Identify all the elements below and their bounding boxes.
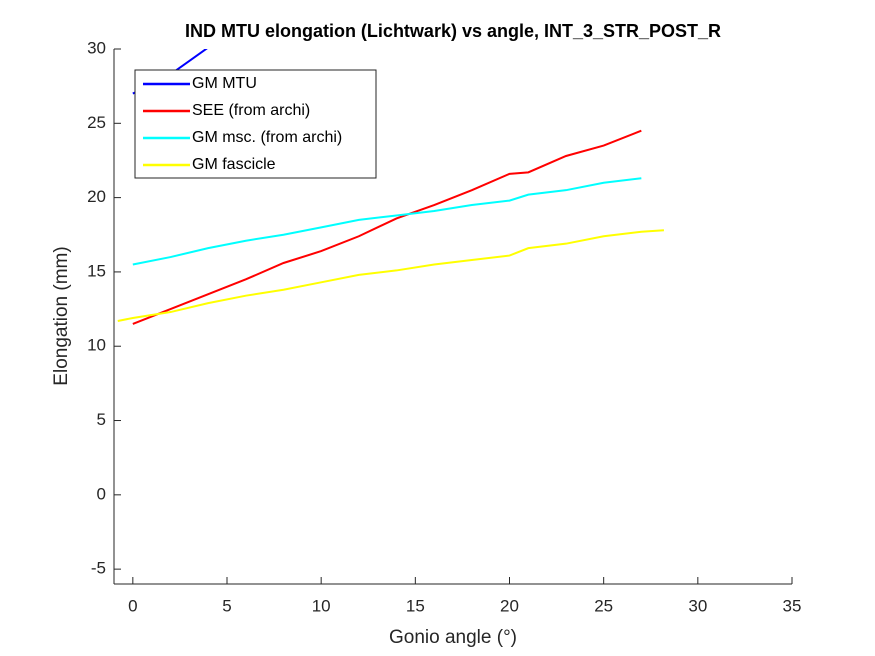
x-axis-label: Gonio angle (°) <box>389 627 517 648</box>
x-tick-label: 5 <box>222 596 231 615</box>
y-tick-label: 20 <box>87 187 106 206</box>
x-tick-label: 30 <box>688 596 707 615</box>
y-tick-label: 15 <box>87 261 106 280</box>
series-line <box>132 177 642 266</box>
series-line <box>132 129 642 325</box>
legend-label: GM fascicle <box>192 156 276 173</box>
x-tick-label: 0 <box>128 596 137 615</box>
legend-label: GM MTU <box>192 75 257 92</box>
legend-box <box>134 69 377 179</box>
y-tick-label: 30 <box>87 38 106 57</box>
legend: GM MTU SEE (from archi) GM msc. (from arch… <box>134 69 377 179</box>
y-tick-label: 10 <box>87 336 106 355</box>
x-tick-label: 20 <box>500 596 519 615</box>
y-tick-label: 5 <box>97 410 106 429</box>
y-tick-label: -5 <box>91 559 106 578</box>
plot-area <box>117 49 664 325</box>
y-tick-label: 0 <box>97 484 106 503</box>
series-line <box>117 229 664 322</box>
legend-label: GM msc. (from archi) <box>192 129 342 146</box>
x-tick-label: 35 <box>783 596 802 615</box>
x-tick-label: 25 <box>594 596 613 615</box>
y-axis-label: Elongation (mm) <box>51 246 72 385</box>
legend-label: SEE (from archi) <box>192 102 310 119</box>
x-tick-label: 10 <box>312 596 331 615</box>
chart-title: IND MTU elongation (Lichtwark) vs angle,… <box>185 21 721 41</box>
y-tick-label: 25 <box>87 113 106 132</box>
axes: 0 5 10 15 20 25 30 35 -5 0 5 10 15 20 25 30 <box>87 38 801 615</box>
x-tick-label: 15 <box>406 596 425 615</box>
